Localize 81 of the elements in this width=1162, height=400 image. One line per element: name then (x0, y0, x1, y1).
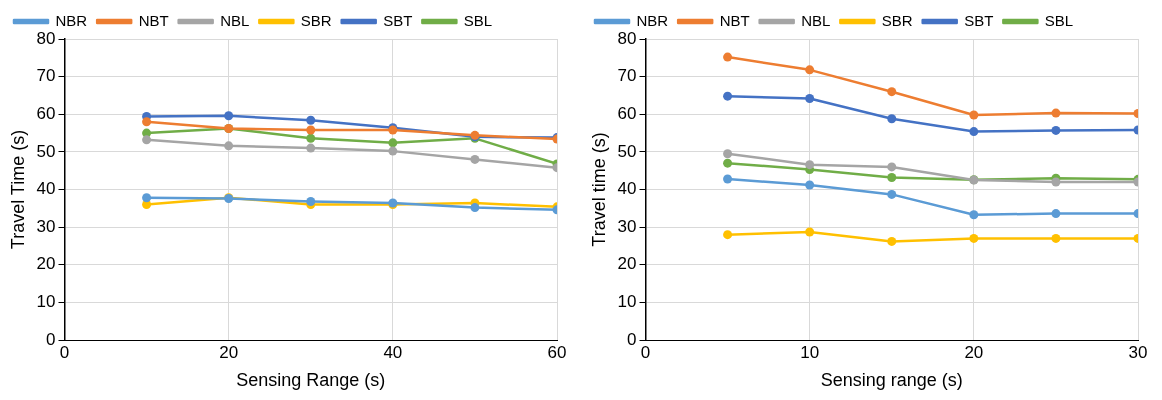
x-tick-label: 40 (383, 342, 403, 362)
y-tick-label: 40 (36, 179, 56, 199)
point (887, 172, 897, 182)
point (805, 93, 815, 103)
point (224, 141, 234, 151)
point (388, 146, 398, 156)
point (306, 143, 316, 153)
point (388, 138, 398, 148)
point (723, 230, 733, 240)
point (723, 149, 733, 159)
point (887, 236, 897, 246)
x-axis-title: Sensing range (s) (820, 370, 963, 391)
legend-label: SBR (300, 11, 332, 29)
point (1051, 177, 1061, 187)
x-tick-label: 20 (219, 342, 239, 362)
point (969, 110, 979, 120)
legend-label: NBL (801, 11, 831, 29)
x-tick-label: 0 (59, 342, 70, 362)
point (969, 210, 979, 220)
legend-label: SBL (1044, 11, 1074, 29)
legend-label: NBT (138, 11, 169, 29)
y-tick-label: 10 (36, 292, 56, 312)
point (723, 158, 733, 168)
y-tick-label: 70 (617, 66, 637, 86)
x-tick-label: 60 (547, 342, 567, 362)
y-tick-label: 0 (46, 329, 56, 349)
point (805, 180, 815, 190)
y-tick-label: 0 (627, 329, 637, 349)
point (723, 52, 733, 62)
point (1051, 108, 1061, 118)
x-tick-label: 0 (640, 342, 651, 362)
point (723, 174, 733, 184)
y-tick-label: 60 (36, 103, 56, 123)
point (306, 125, 316, 135)
point (142, 135, 152, 145)
point (1051, 125, 1061, 135)
y-tick-label: 60 (617, 103, 637, 123)
y-tick-label: 10 (617, 292, 637, 312)
point (887, 189, 897, 199)
legend-label: NBR (55, 11, 88, 29)
legend-label: NBL (220, 11, 250, 29)
point (306, 115, 316, 125)
point (969, 233, 979, 243)
y-tick-label: 30 (36, 216, 56, 236)
y-axis-title: Travel time (s) (588, 132, 609, 247)
legend-label: SBT (383, 11, 413, 29)
point (805, 160, 815, 170)
x-tick-label: 10 (800, 342, 820, 362)
y-tick-label: 70 (36, 66, 56, 86)
x-tick-label: 30 (1128, 342, 1148, 362)
y-tick-label: 50 (617, 141, 637, 161)
legend-label: SBT (964, 11, 994, 29)
y-tick-label: 40 (617, 179, 637, 199)
legend-label: NBT (719, 11, 750, 29)
y-tick-label: 50 (36, 141, 56, 161)
point (805, 227, 815, 237)
point (969, 127, 979, 137)
x-tick-label: 20 (964, 342, 984, 362)
point (887, 87, 897, 97)
point (224, 111, 234, 121)
point (142, 117, 152, 127)
y-tick-label: 30 (617, 216, 637, 236)
point (1051, 233, 1061, 243)
point (887, 162, 897, 172)
point (306, 133, 316, 143)
legend-label: SBL (463, 11, 493, 29)
y-axis-title: Travel Time (s) (7, 129, 28, 250)
point (1051, 209, 1061, 219)
y-tick-label: 80 (36, 28, 56, 48)
y-tick-label: 80 (617, 28, 637, 48)
point (470, 203, 480, 213)
point (723, 91, 733, 101)
point (805, 65, 815, 75)
point (470, 154, 480, 164)
point (887, 114, 897, 124)
y-tick-label: 20 (617, 254, 637, 274)
legend-label: NBR (636, 11, 669, 29)
x-axis-title: Sensing Range (s) (236, 370, 386, 391)
y-tick-label: 20 (36, 254, 56, 274)
legend-label: SBR (881, 11, 913, 29)
point (142, 193, 152, 203)
